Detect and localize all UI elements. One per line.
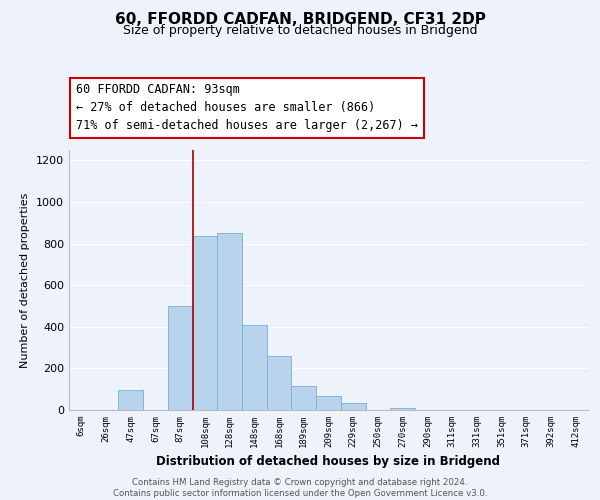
Bar xyxy=(267,356,292,410)
Bar xyxy=(292,386,316,410)
Text: 60, FFORDD CADFAN, BRIDGEND, CF31 2DP: 60, FFORDD CADFAN, BRIDGEND, CF31 2DP xyxy=(115,12,485,28)
Text: 60 FFORDD CADFAN: 93sqm
← 27% of detached houses are smaller (866)
71% of semi-d: 60 FFORDD CADFAN: 93sqm ← 27% of detache… xyxy=(76,84,418,132)
Bar xyxy=(341,402,365,410)
Bar xyxy=(217,233,242,410)
Bar xyxy=(390,408,415,410)
Text: Contains HM Land Registry data © Crown copyright and database right 2024.
Contai: Contains HM Land Registry data © Crown c… xyxy=(113,478,487,498)
Bar xyxy=(168,306,193,410)
Bar xyxy=(242,326,267,410)
Text: Size of property relative to detached houses in Bridgend: Size of property relative to detached ho… xyxy=(123,24,477,37)
X-axis label: Distribution of detached houses by size in Bridgend: Distribution of detached houses by size … xyxy=(157,456,500,468)
Bar xyxy=(118,390,143,410)
Bar xyxy=(316,396,341,410)
Y-axis label: Number of detached properties: Number of detached properties xyxy=(20,192,31,368)
Bar xyxy=(193,236,217,410)
